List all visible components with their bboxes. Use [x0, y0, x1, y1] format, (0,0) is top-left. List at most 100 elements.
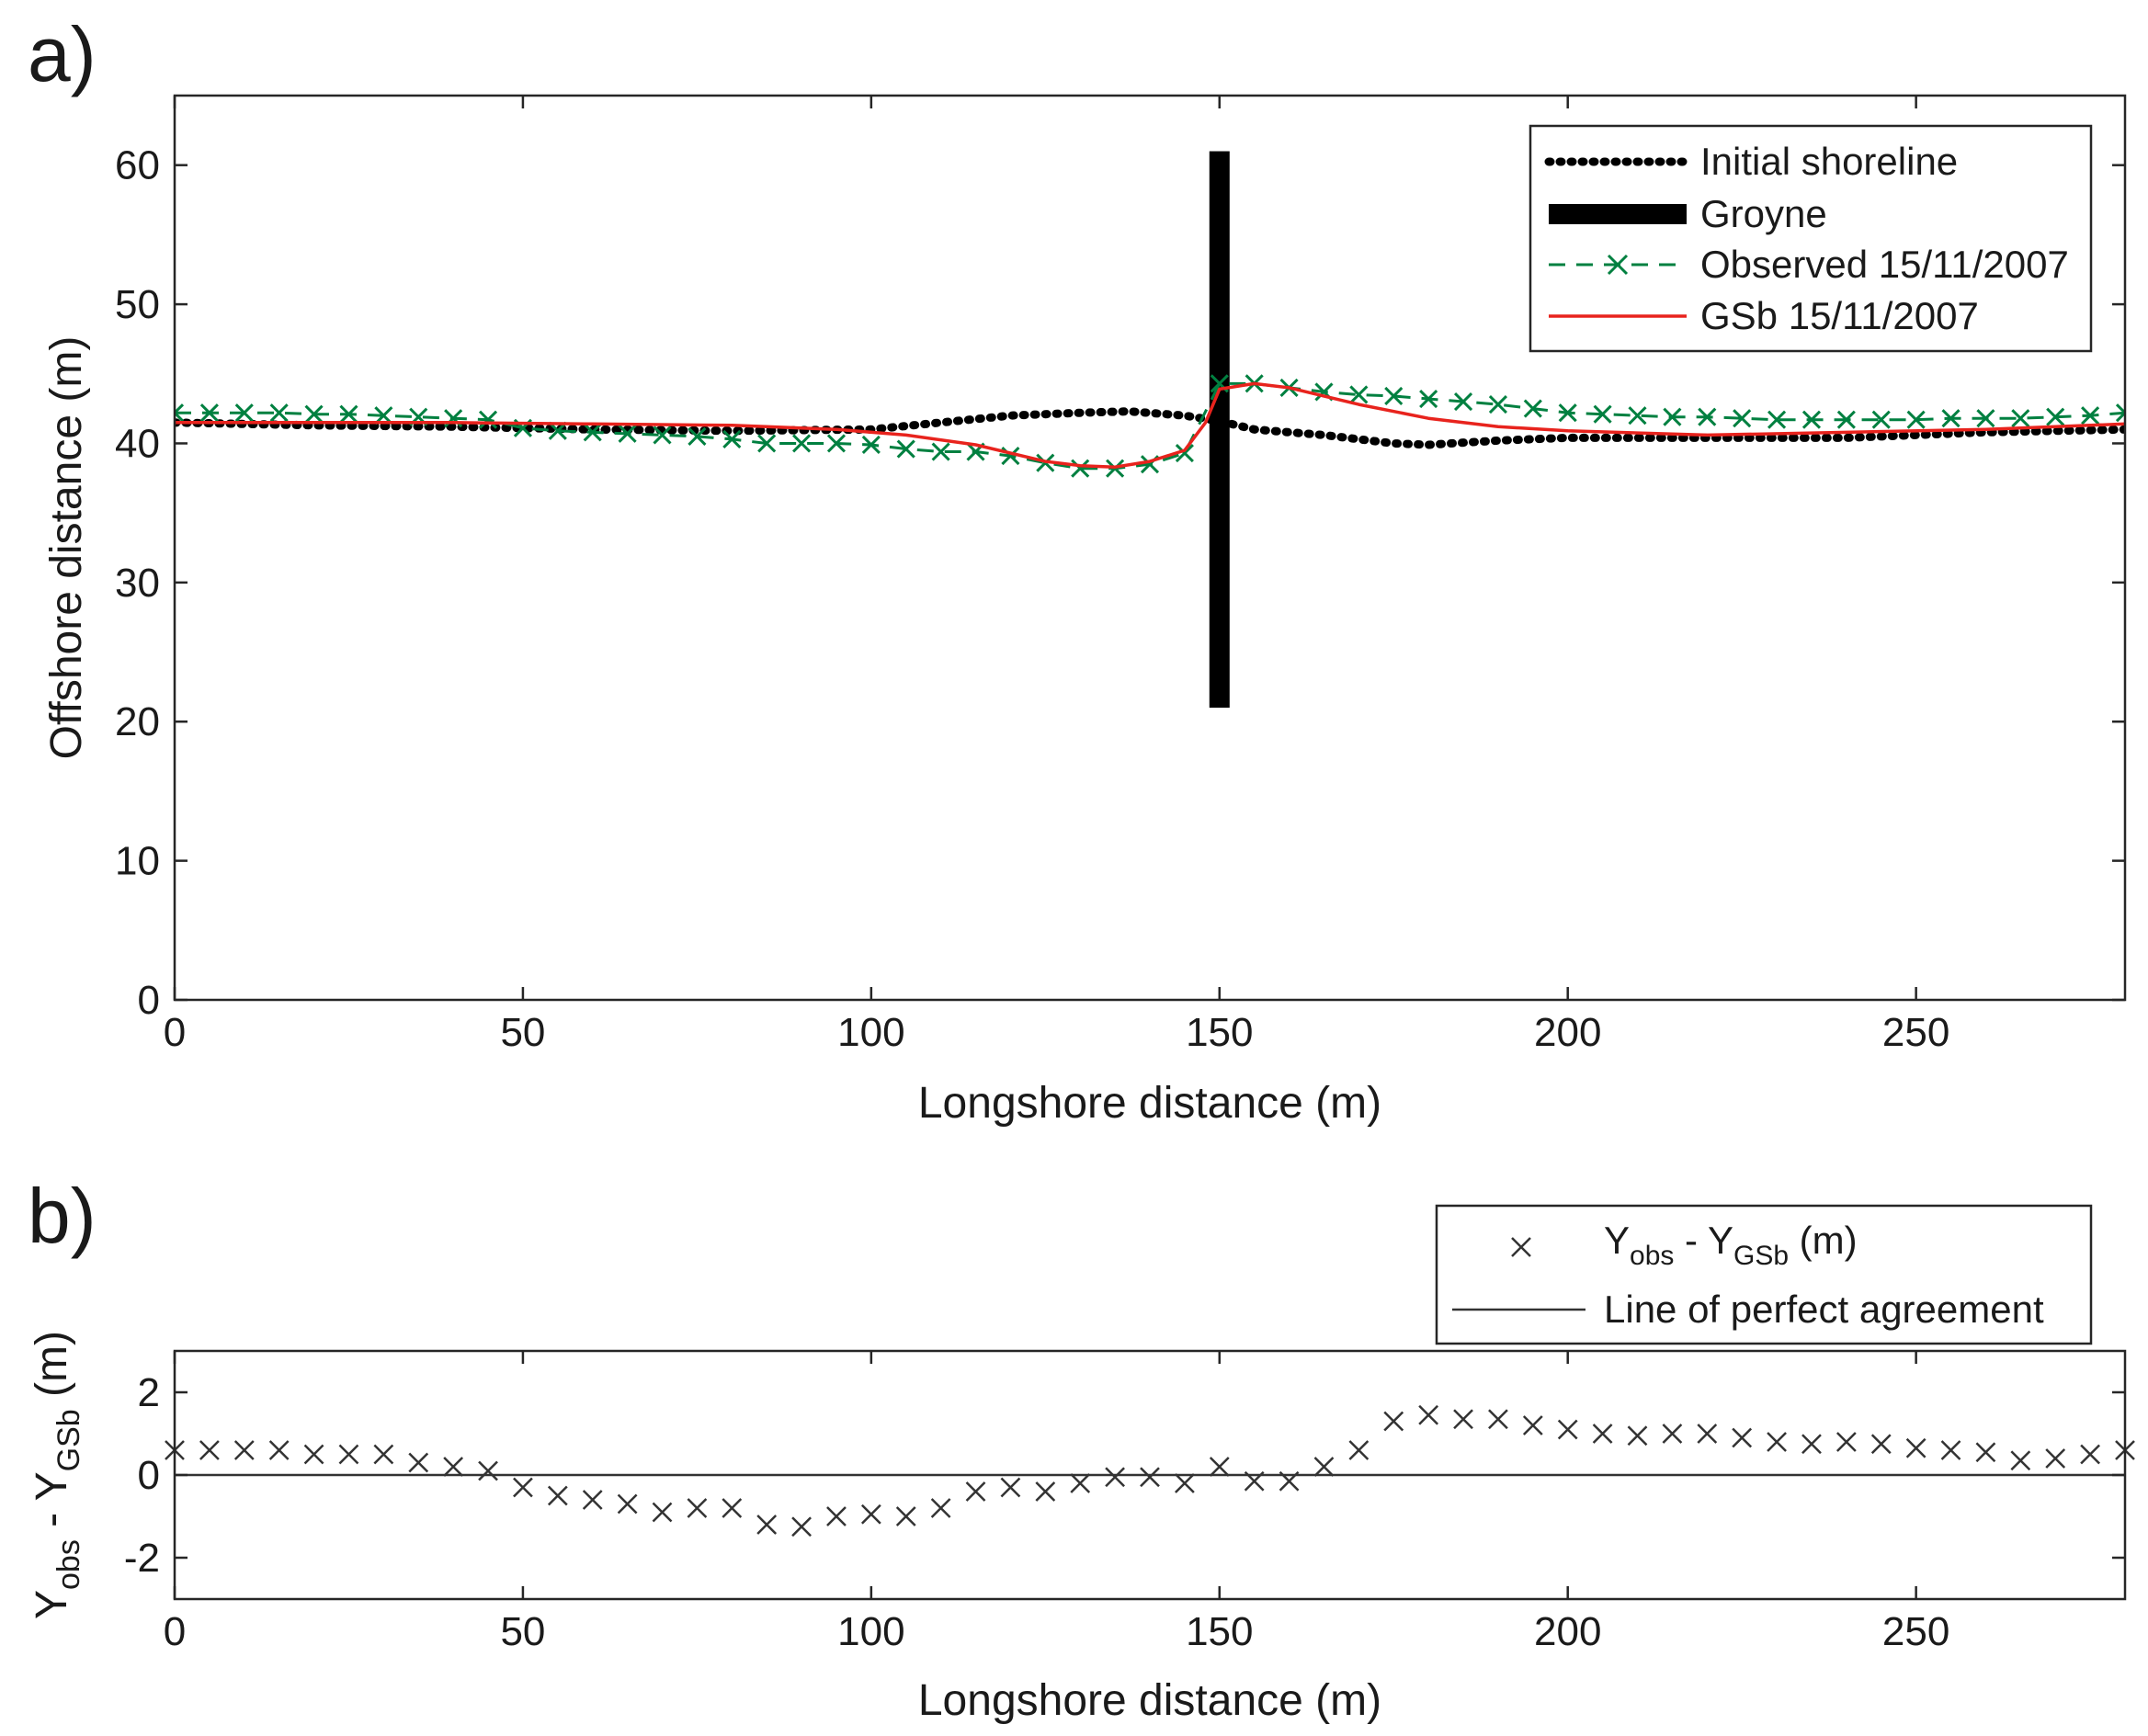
x-tick-label: 200 [1534, 1609, 1601, 1654]
panel-a: a) 0 50 100 150 200 250 0 10 20 30 40 50 60 Longshore … [28, 11, 2127, 1128]
y-tick-label: 60 [115, 143, 160, 188]
residual-point [2045, 1448, 2066, 1469]
observed-point [1175, 443, 1194, 463]
residual-point [930, 1498, 951, 1518]
y-tick-label: -2 [124, 1536, 160, 1581]
label-part: obs [1630, 1241, 1674, 1271]
residual-point [617, 1493, 638, 1515]
label-part: - Y [1674, 1219, 1733, 1262]
observed-point [861, 435, 881, 455]
observed-point [826, 434, 847, 453]
x-tick-label: 100 [837, 1010, 904, 1055]
observed-point [1453, 391, 1473, 412]
residual-point [1767, 1432, 1787, 1452]
residual-point [1835, 1432, 1857, 1452]
observed-point [548, 421, 567, 440]
residual-point [233, 1440, 255, 1460]
residual-point [2080, 1444, 2100, 1465]
series-gsb [175, 381, 2125, 469]
residual-point [1662, 1424, 1683, 1444]
observed-point [1419, 389, 1438, 409]
x-tick-label: 200 [1534, 1010, 1601, 1055]
y-tick-label: 2 [138, 1370, 160, 1415]
y-tick-label: 50 [115, 282, 160, 327]
residual-point [1383, 1411, 1404, 1432]
residual-point [338, 1444, 359, 1465]
y-tick-label: 20 [115, 699, 160, 744]
residual-point [826, 1506, 847, 1526]
observed-point [304, 404, 324, 424]
x-tick-label: 250 [1882, 1010, 1949, 1055]
x-tick-label: 100 [837, 1609, 904, 1654]
residual-point [1453, 1409, 1473, 1430]
observed-point [478, 410, 498, 429]
residual-point [965, 1481, 986, 1502]
x-tick-label: 50 [500, 1609, 545, 1654]
x-tick-label: 0 [164, 1010, 186, 1055]
x-tick-label: 150 [1186, 1609, 1253, 1654]
y-tick-label: 40 [115, 421, 160, 466]
residual-point [582, 1490, 603, 1510]
legend-box-b [1435, 1204, 2093, 1345]
observed-point [1488, 395, 1507, 414]
residual-point [1348, 1440, 1369, 1460]
observed-point [1663, 407, 1682, 426]
y-axis-label-b: Yobs - YGSb (m) [28, 1331, 86, 1619]
legend-a: Initial shoreline Groyne Observed 15/11/20… [1529, 124, 2093, 353]
observed-point [339, 404, 358, 424]
series-initial-shoreline [175, 407, 2125, 449]
observed-point [269, 403, 289, 423]
observed-point [653, 425, 672, 445]
legend-swatch-groyne [1549, 204, 1687, 224]
observed-point [792, 434, 812, 453]
legend-b: Yobs - YGSb (m) Line of perfect agreement [1435, 1204, 2093, 1345]
observed-point [175, 403, 185, 423]
observed-point [757, 434, 777, 453]
legend-label: Groyne [1700, 192, 1827, 235]
residual-point [443, 1457, 464, 1477]
observed-point [1801, 410, 1822, 429]
observed-point [1071, 459, 1090, 478]
residual-point [687, 1498, 708, 1518]
residual-point [1732, 1427, 1753, 1448]
residual-point [1175, 1473, 1195, 1493]
observed-point [2115, 403, 2125, 423]
observed-point [1976, 409, 1995, 428]
label-part: (m) [28, 1331, 76, 1409]
label-part: obs [51, 1539, 86, 1590]
residual-point [1592, 1424, 1613, 1444]
observed-point [1523, 399, 1542, 418]
residual-point [1418, 1404, 1439, 1425]
legend-marker-residual [1511, 1237, 1531, 1257]
y-axis-label-a: Offshore distance (m) [42, 336, 91, 760]
y-tick-label: 0 [138, 978, 160, 1023]
residual-point [1627, 1425, 1648, 1447]
residual-point [1697, 1424, 1718, 1444]
y-tick-label: 30 [115, 561, 160, 606]
legend-label-perfect: Line of perfect agreement [1604, 1288, 2044, 1331]
observed-point [931, 442, 950, 461]
residual-point [652, 1502, 673, 1523]
axes-frame [173, 94, 2127, 1002]
residual-point [1105, 1467, 1125, 1488]
observed-point [618, 424, 637, 443]
residual-point [547, 1485, 568, 1506]
residual-point [1557, 1419, 1578, 1440]
residual-point [895, 1506, 916, 1526]
residual-point [860, 1503, 881, 1525]
x-axis-label-b: Longshore distance (m) [918, 1676, 1381, 1725]
residual-point [1940, 1440, 1961, 1460]
label-part: - Y [28, 1471, 76, 1539]
residual-point [1140, 1467, 1160, 1488]
legend-label: Observed 15/11/2007 [1700, 243, 2069, 286]
residual-point [268, 1440, 290, 1460]
observed-point [1941, 409, 1960, 428]
observed-point [1906, 410, 1926, 429]
residual-point [1209, 1457, 1230, 1477]
residual-point [1000, 1477, 1021, 1498]
plot-area-a [175, 151, 2125, 709]
label-part: Y [28, 1590, 76, 1619]
residual-point [1070, 1473, 1091, 1493]
